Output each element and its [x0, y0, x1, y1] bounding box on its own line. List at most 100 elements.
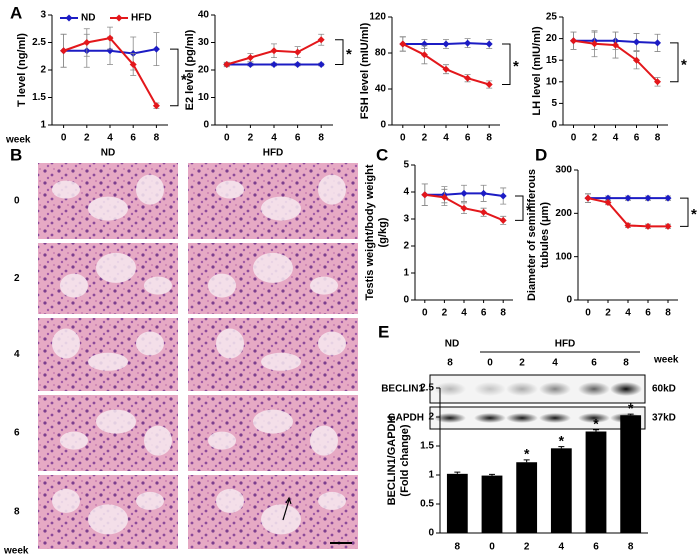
- x-tick-label: 0: [585, 308, 591, 319]
- point-marker: [106, 34, 114, 42]
- point-marker: [60, 47, 68, 55]
- point-marker: [246, 54, 254, 62]
- lumen: [96, 252, 136, 283]
- point-marker: [664, 194, 672, 202]
- lumen: [96, 409, 136, 434]
- significance-mark: *: [181, 71, 187, 88]
- significance-bracket: [680, 197, 689, 227]
- panel-label: E: [378, 322, 389, 341]
- y-tick-label: 200: [555, 208, 572, 219]
- significance-mark: *: [346, 46, 352, 63]
- blot-band: [610, 382, 642, 396]
- error-bar: [627, 413, 634, 416]
- point-marker: [604, 199, 612, 206]
- significance-mark: *: [513, 58, 519, 75]
- x-tick-label: 0: [61, 133, 67, 144]
- bar: [585, 431, 607, 533]
- x-tick-label: 6: [465, 133, 471, 144]
- point-marker: [317, 36, 325, 44]
- lumen: [88, 504, 128, 535]
- blot-band: [474, 413, 506, 423]
- point-marker: [499, 216, 507, 224]
- error-bar: [454, 471, 461, 474]
- lumen: [261, 196, 301, 221]
- point-marker: [633, 38, 640, 46]
- row-label: 8: [14, 507, 20, 518]
- lumen: [208, 431, 236, 450]
- y-axis-label: T level (ng/ml): [16, 33, 28, 107]
- panel-label: C: [376, 145, 388, 164]
- y-tick-label: 2: [403, 241, 409, 252]
- y-axis-label: (g/kg): [377, 217, 389, 247]
- point-marker: [270, 47, 278, 55]
- bar: [620, 415, 642, 533]
- point-marker: [442, 40, 450, 48]
- y-tick-label: 2.5: [420, 383, 434, 394]
- x-tick-label: 0: [422, 308, 428, 319]
- y-tick-label: 0: [551, 120, 557, 131]
- significance-mark: *: [524, 446, 530, 462]
- blot-band: [434, 413, 466, 423]
- error-bar: [558, 446, 565, 449]
- lumen: [136, 174, 164, 205]
- x-tick-label: 4: [443, 133, 449, 144]
- x-tick-label: 0: [224, 133, 230, 144]
- y-tick-label: 1: [428, 470, 434, 481]
- x-tick-label: 8: [455, 542, 461, 553]
- point-marker: [129, 61, 137, 68]
- blot-band: [539, 382, 571, 396]
- point-marker: [152, 102, 160, 110]
- point-marker: [612, 41, 619, 49]
- lane-label: 4: [552, 358, 558, 369]
- blot-band: [578, 413, 610, 423]
- legend-label: HFD: [131, 13, 152, 24]
- row-axis-label: week: [3, 546, 29, 557]
- bar: [446, 473, 468, 533]
- point-marker: [83, 39, 91, 46]
- legend-marker: [65, 14, 73, 22]
- x-tick-label: 2: [422, 133, 428, 144]
- y-axis-label: tubules (μm): [539, 202, 551, 268]
- y-axis-label: LH level (mIU/ml): [531, 26, 543, 116]
- x-tick-label: 2: [592, 133, 598, 144]
- point-marker: [644, 194, 652, 202]
- lumen: [52, 180, 80, 199]
- y-tick-label: 2.5: [32, 37, 46, 48]
- point-marker: [440, 193, 448, 201]
- series-line: [402, 43, 490, 86]
- lumen: [318, 174, 346, 205]
- legend-marker: [115, 14, 123, 22]
- lumen: [52, 488, 80, 513]
- lumen: [253, 252, 293, 283]
- point-marker: [633, 56, 640, 64]
- row-label: 0: [14, 196, 20, 207]
- lumen: [60, 273, 88, 298]
- lumen: [216, 328, 244, 359]
- point-marker: [294, 61, 302, 68]
- x-tick-label: 2: [605, 308, 611, 319]
- lumen: [60, 431, 88, 450]
- x-tick-label: 8: [500, 308, 506, 319]
- y-axis-label: E2 level (pg/ml): [184, 29, 196, 110]
- y-tick-label: 0: [566, 295, 572, 306]
- point-marker: [485, 40, 493, 48]
- x-tick-label: 6: [593, 542, 599, 553]
- y-tick-label: 120: [369, 12, 386, 23]
- significance-mark: *: [628, 400, 634, 416]
- blot-band: [434, 382, 466, 396]
- lumen: [88, 196, 128, 221]
- point-marker: [223, 61, 231, 68]
- point-marker: [460, 189, 468, 197]
- lumen: [318, 491, 346, 510]
- point-marker: [442, 65, 450, 73]
- y-tick-label: 0: [380, 120, 386, 131]
- point-marker: [644, 222, 652, 230]
- significance-bracket: [335, 39, 344, 65]
- y-tick-label: 20: [198, 65, 210, 76]
- point-marker: [624, 221, 632, 229]
- point-marker: [584, 194, 592, 202]
- lumen: [216, 488, 244, 513]
- significance-bracket: [670, 42, 679, 83]
- blot-size-label: 60kD: [652, 384, 676, 395]
